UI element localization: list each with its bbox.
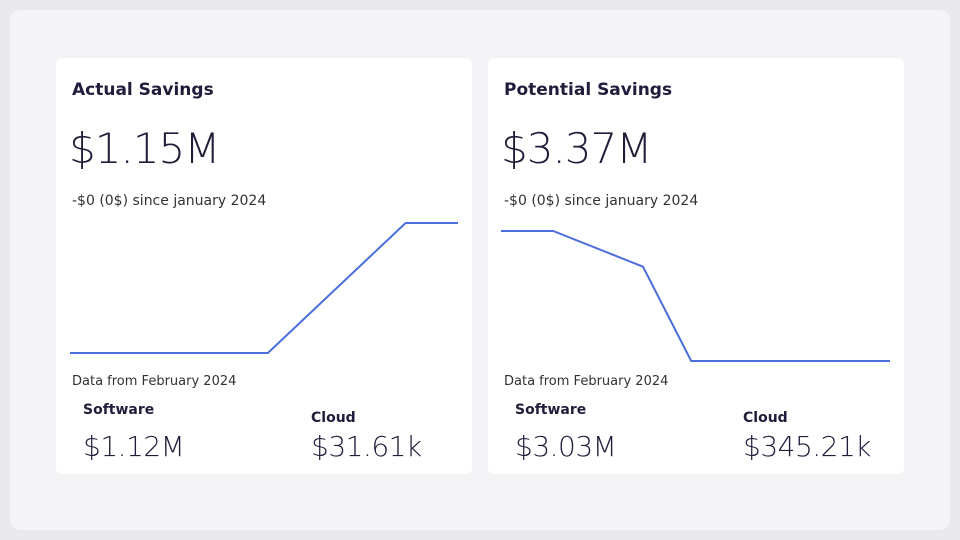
card-title: Actual Savings	[72, 80, 214, 100]
footnote: Data from February 2024	[72, 374, 237, 389]
breakdown-label: Cloud	[743, 410, 788, 426]
total-value: $1.15M	[69, 124, 220, 173]
savings-card: Potential Savings $3.37M -$0 (0$) since ja…	[488, 58, 904, 474]
breakdown-value: $31.61k	[311, 430, 422, 463]
breakdown-label: Software	[515, 402, 587, 418]
breakdown-label: Cloud	[311, 410, 356, 426]
total-value: $3.37M	[501, 124, 652, 173]
change-text: -$0 (0$) since january 2024	[504, 193, 699, 209]
change-text: -$0 (0$) since january 2024	[72, 193, 267, 209]
footnote: Data from February 2024	[504, 374, 669, 389]
breakdown-value: $345.21k	[743, 430, 872, 463]
breakdown-value: $3.03M	[515, 430, 617, 463]
trend-line	[501, 230, 890, 362]
savings-card: Actual Savings $1.15M -$0 (0$) since janua…	[56, 58, 472, 474]
breakdown-value: $1.12M	[83, 430, 185, 463]
card-title: Potential Savings	[504, 80, 673, 100]
breakdown-label: Software	[83, 402, 155, 418]
sparkline	[501, 230, 890, 362]
sparkline	[70, 222, 458, 354]
trend-line	[70, 222, 458, 354]
